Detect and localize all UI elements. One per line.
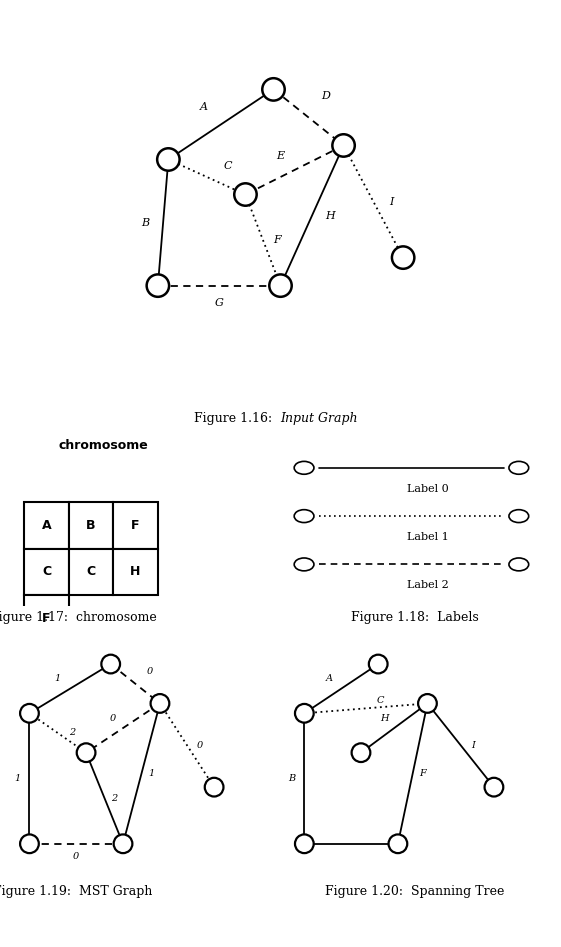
Circle shape xyxy=(102,654,120,673)
Circle shape xyxy=(295,704,314,723)
Text: I: I xyxy=(389,197,393,206)
Circle shape xyxy=(294,509,314,523)
Text: C: C xyxy=(42,565,51,579)
Text: Figure 1.19:  MST Graph: Figure 1.19: MST Graph xyxy=(0,885,153,899)
Text: Figure 1.17:  chromosome: Figure 1.17: chromosome xyxy=(0,611,157,624)
Circle shape xyxy=(509,558,528,571)
Circle shape xyxy=(295,834,314,853)
Bar xyxy=(24,502,68,548)
Text: 1: 1 xyxy=(148,769,154,778)
Circle shape xyxy=(77,743,95,762)
Text: C: C xyxy=(377,696,384,706)
Text: H: H xyxy=(380,714,389,723)
Text: D: D xyxy=(321,92,330,101)
Text: C: C xyxy=(224,162,232,171)
Text: A: A xyxy=(199,102,208,112)
Circle shape xyxy=(485,777,503,796)
Circle shape xyxy=(146,275,169,296)
Circle shape xyxy=(234,184,257,205)
Text: E: E xyxy=(277,151,284,161)
Circle shape xyxy=(332,134,355,156)
Circle shape xyxy=(294,461,314,474)
Circle shape xyxy=(294,558,314,571)
Circle shape xyxy=(269,275,292,296)
Circle shape xyxy=(157,149,180,170)
Circle shape xyxy=(369,654,388,673)
Text: B: B xyxy=(86,519,95,531)
Bar xyxy=(68,548,113,596)
Text: B: B xyxy=(141,218,150,227)
Text: 2: 2 xyxy=(70,728,76,738)
Text: 1: 1 xyxy=(54,674,61,684)
Bar xyxy=(24,596,68,642)
Text: F: F xyxy=(273,235,281,245)
Text: Figure 1.18:  Labels: Figure 1.18: Labels xyxy=(351,611,479,624)
Text: 0: 0 xyxy=(196,741,203,750)
Text: Label 1: Label 1 xyxy=(407,532,448,542)
Circle shape xyxy=(20,834,39,853)
Text: Figure 1.16:: Figure 1.16: xyxy=(194,412,280,425)
Circle shape xyxy=(389,834,407,853)
Circle shape xyxy=(263,79,284,100)
Circle shape xyxy=(509,509,528,523)
Circle shape xyxy=(509,461,528,474)
Circle shape xyxy=(150,694,169,713)
Circle shape xyxy=(352,743,370,762)
Text: Label 0: Label 0 xyxy=(407,484,448,493)
Text: H: H xyxy=(325,210,334,221)
Circle shape xyxy=(114,834,132,853)
Bar xyxy=(113,548,158,596)
Circle shape xyxy=(205,777,223,796)
Text: C: C xyxy=(86,565,95,579)
Text: Label 2: Label 2 xyxy=(407,581,448,590)
Text: Input Graph: Input Graph xyxy=(280,412,358,425)
Bar xyxy=(68,502,113,548)
Circle shape xyxy=(418,694,437,713)
Text: 0: 0 xyxy=(147,667,153,676)
Bar xyxy=(24,548,68,596)
Text: I: I xyxy=(471,741,475,750)
Bar xyxy=(113,502,158,548)
Text: F: F xyxy=(419,769,426,778)
Text: A: A xyxy=(42,519,51,531)
Text: G: G xyxy=(215,298,224,308)
Text: Figure 1.20:  Spanning Tree: Figure 1.20: Spanning Tree xyxy=(325,885,505,899)
Text: A: A xyxy=(325,674,333,684)
Circle shape xyxy=(392,246,415,269)
Text: F: F xyxy=(42,612,50,625)
Text: B: B xyxy=(288,774,296,783)
Text: H: H xyxy=(130,565,140,579)
Text: 0: 0 xyxy=(73,851,79,861)
Circle shape xyxy=(20,704,39,723)
Text: chromosome: chromosome xyxy=(58,438,148,452)
Text: F: F xyxy=(131,519,140,531)
Text: 2: 2 xyxy=(111,794,117,803)
Text: 0: 0 xyxy=(110,714,116,723)
Text: 1: 1 xyxy=(14,774,20,783)
